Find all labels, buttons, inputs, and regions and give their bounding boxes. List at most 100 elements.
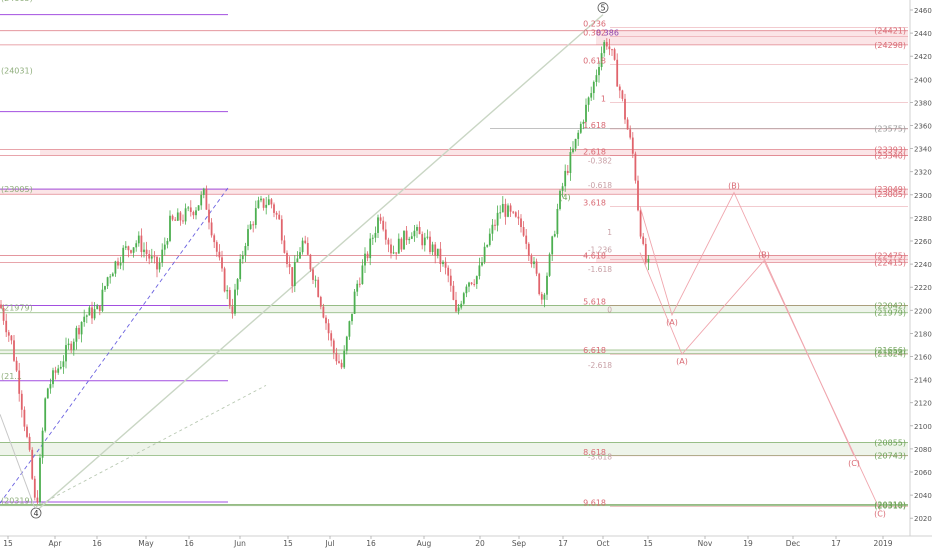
candle-body [322, 306, 325, 318]
candle-body [200, 194, 203, 206]
candle-body [416, 226, 418, 231]
candle-body [626, 119, 629, 130]
y-axis-tick-label: 20400 [914, 492, 932, 500]
candle-body [577, 132, 580, 139]
candle-body [163, 244, 166, 250]
wave-label: (4) [559, 193, 570, 202]
x-axis-tick-label: Nov [698, 539, 713, 548]
candle-body [548, 254, 551, 276]
candle-body [598, 67, 600, 76]
fib-extension-label: -1.236 [588, 246, 612, 255]
candle-body [546, 275, 548, 295]
candle-body [517, 216, 520, 219]
x-axis-tick-label: May [138, 539, 154, 548]
price-level-label: (20310) [874, 501, 906, 510]
candle-body [616, 59, 619, 87]
trendline-dashed-blue [0, 187, 229, 504]
candle-body [124, 246, 127, 248]
candle-body [249, 224, 252, 230]
candle-body [408, 238, 411, 241]
fib-level-label: 0.618 [583, 56, 606, 65]
candle-body [314, 279, 317, 281]
fib-level-label: 9.618 [583, 499, 606, 508]
candle-body [31, 449, 34, 479]
candle-body [478, 265, 481, 277]
candle-body [522, 227, 525, 236]
candle-body [473, 283, 476, 285]
y-axis-tick-label: 22200 [914, 284, 932, 292]
candle-body [436, 248, 439, 256]
candle-body [13, 340, 15, 361]
candle-body [527, 243, 530, 256]
left-level-label: (24031) [1, 67, 33, 76]
candle-body [600, 53, 603, 68]
candle-body [494, 224, 496, 226]
candle-body [496, 212, 499, 226]
trendlines-layer [0, 14, 604, 512]
x-axis[interactable]: 15 Apr 16 May 16 Jun 15 Jul 16 Aug 20 Sep 17 Oct 15 Nov… [0, 535, 932, 548]
candle-body [91, 307, 93, 319]
y-axis-tick-label: 21400 [914, 377, 932, 385]
candle-body [319, 296, 322, 307]
zone-band [170, 305, 908, 313]
candle-body [449, 275, 452, 286]
candle-body [384, 229, 387, 240]
candle-body [72, 341, 75, 351]
candle-body [223, 268, 226, 292]
left-level-label: (21979) [1, 304, 33, 313]
candle-body [262, 198, 265, 208]
candle-body [156, 256, 158, 270]
candle-body [7, 332, 10, 336]
candle-body [218, 251, 221, 258]
x-axis-tick-label: Sep [512, 539, 526, 548]
candle-body [621, 90, 624, 99]
candle-body [252, 224, 255, 226]
price-level-label: (20855) [874, 439, 906, 448]
candle-body [278, 214, 281, 220]
candle-body [512, 211, 515, 213]
wave-label: (C) [848, 459, 860, 468]
fib-level-label: 6.618 [583, 346, 606, 355]
candle-body [309, 254, 312, 270]
candle-body [444, 261, 447, 268]
candle-body [54, 370, 57, 373]
candle-body [65, 345, 67, 362]
candle-body [117, 261, 119, 266]
candle-body [631, 137, 634, 154]
candle-body [543, 294, 546, 300]
wave-label-circle [597, 2, 609, 14]
fib-extension-label: -2.618 [588, 361, 612, 370]
labels-layer: (24421) (24298) (23575) (23393)(23340) (2304… [1, 0, 906, 519]
candle-body [39, 457, 41, 503]
y-axis[interactable]: 20200 20400 20600 20800 21000 21200 21400 21600… [909, 0, 932, 536]
candle-body [23, 409, 26, 427]
candle-body [397, 238, 400, 254]
candle-body [83, 316, 86, 322]
x-axis-tick-label: Jun [233, 539, 246, 548]
fib-extension-label: -0.382 [588, 157, 612, 166]
candle-body [410, 236, 413, 239]
fib-level-label: 8.618 [583, 448, 606, 457]
candle-body [405, 230, 408, 241]
wave-label: (B) [728, 182, 740, 191]
candle-body [353, 291, 356, 314]
candle-body [483, 246, 486, 263]
wave-projection-path [639, 252, 881, 511]
x-axis-tick-label: Jul [324, 539, 334, 548]
wave-label: (A) [676, 357, 688, 366]
price-level-label: (23049) [874, 185, 906, 194]
candle-body [189, 207, 192, 212]
candle-body [174, 219, 177, 221]
candle-body [374, 232, 377, 238]
candle-body [579, 123, 582, 133]
candle-body [226, 290, 229, 292]
candle-body [426, 236, 429, 238]
candle-body [605, 42, 608, 47]
candle-body [460, 303, 463, 308]
candle-body [366, 253, 369, 259]
candle-body [569, 152, 572, 174]
y-axis-tick-label: 22400 [914, 261, 932, 269]
candle-body [572, 148, 574, 153]
x-axis-tick-label: Oct [597, 539, 610, 548]
